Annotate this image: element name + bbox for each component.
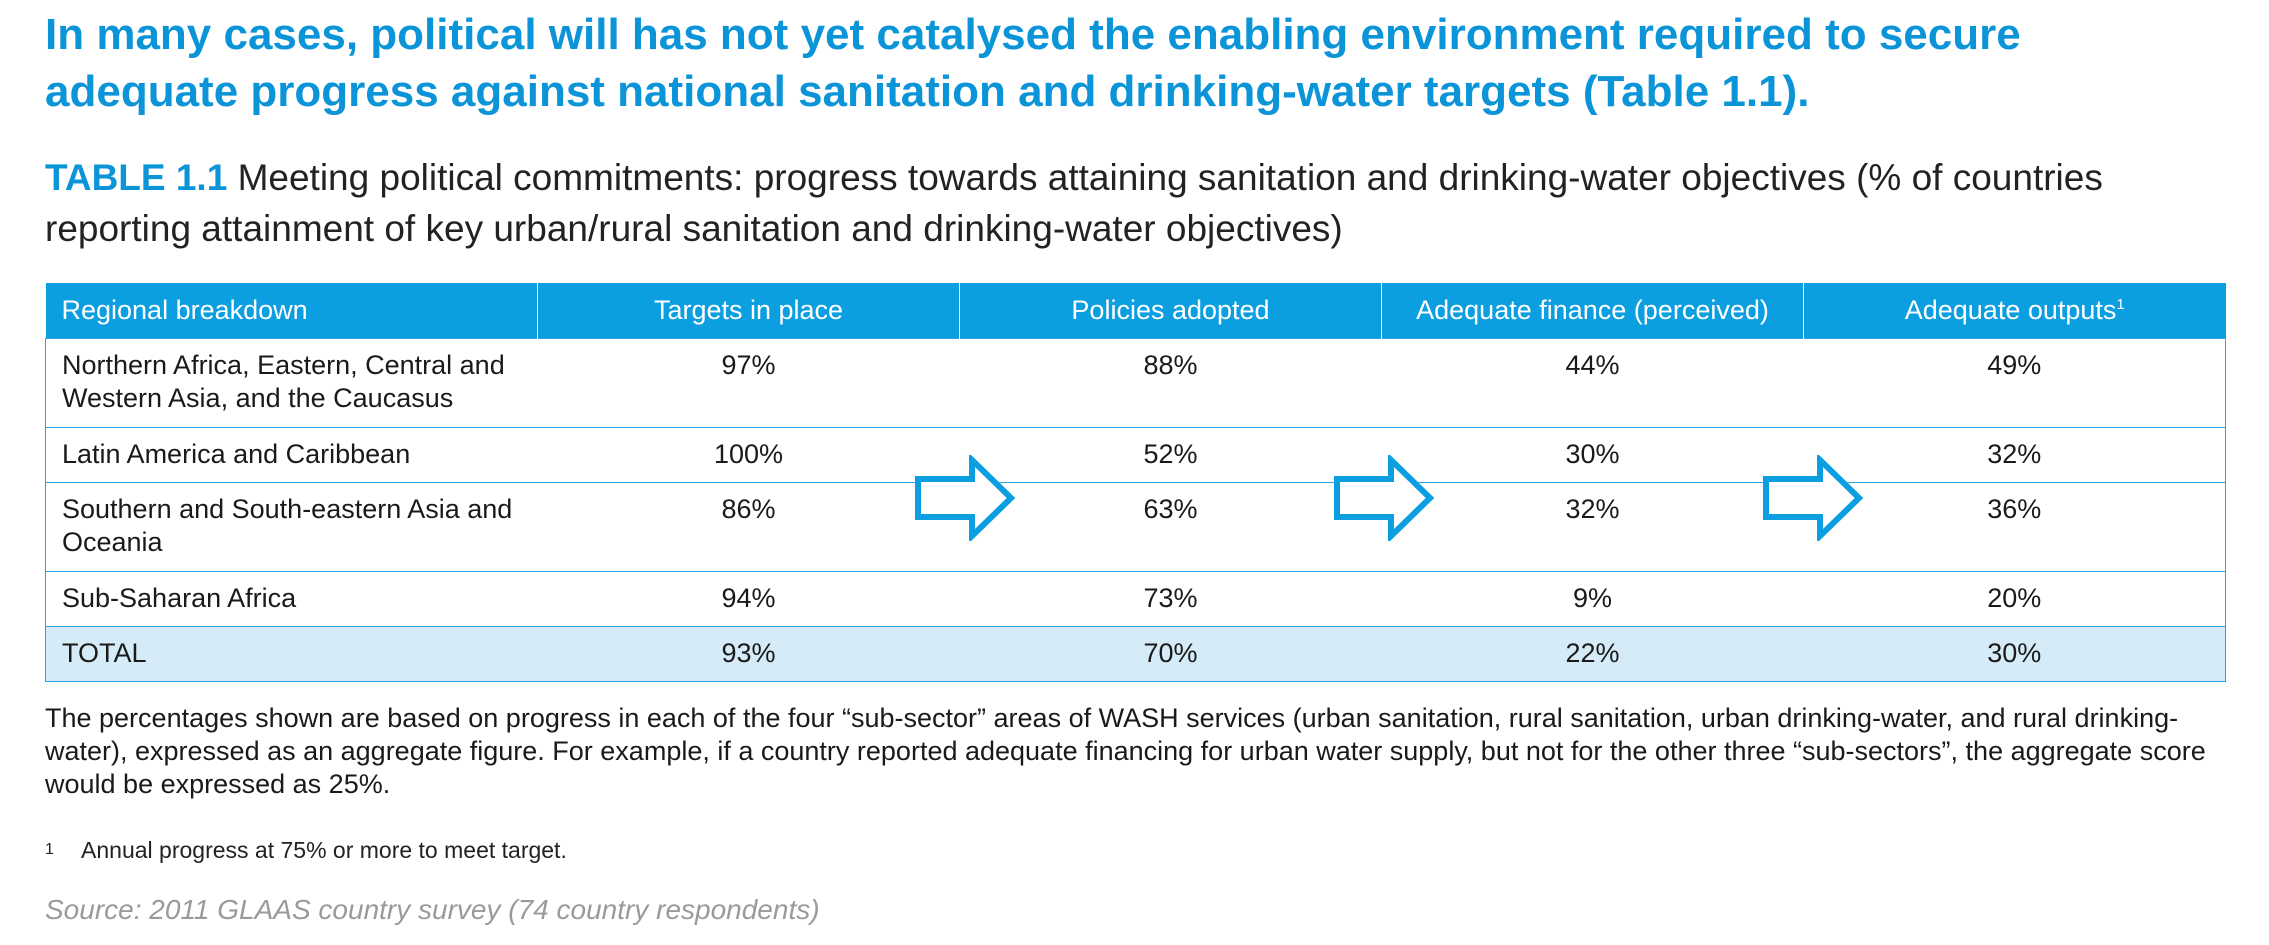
arrow-right-icon: [915, 455, 1016, 541]
table-row-total: TOTAL 93% 70% 22% 30%: [45, 625, 2226, 682]
targets-cell: 100%: [537, 426, 960, 482]
source-note: Source: 2011 GLAAS country survey (74 co…: [45, 894, 820, 925]
table-row: Northern Africa, Eastern, Central and We…: [45, 337, 2226, 427]
footnote-text: Annual progress at 75% or more to meet t…: [81, 837, 567, 863]
finance-cell: 22%: [1381, 625, 1804, 682]
policies-cell: 73%: [959, 570, 1382, 626]
progress-table: Regional breakdown Targets in place Poli…: [45, 283, 2226, 682]
header-regional-breakdown: Regional breakdown: [45, 283, 538, 338]
policies-cell: 88%: [959, 337, 1382, 427]
table-caption-text: Meeting political commitments: progress …: [45, 157, 2103, 249]
footnote-mark: 1: [45, 841, 54, 858]
table-row: Southern and South-eastern Asia and Ocea…: [45, 481, 2226, 571]
table-caption-tag: TABLE 1.1: [45, 157, 228, 198]
header-adequate-outputs-label: Adequate outputs: [1904, 294, 2117, 325]
table-row: Latin America and Caribbean 100% 52% 30%…: [45, 426, 2226, 482]
header-targets-in-place: Targets in place: [537, 283, 960, 338]
targets-cell: 86%: [537, 481, 960, 571]
header-adequate-outputs: Adequate outputs1: [1803, 283, 2226, 338]
targets-cell: 94%: [537, 570, 960, 626]
region-cell: TOTAL: [45, 625, 538, 682]
finance-cell: 44%: [1381, 337, 1804, 427]
finance-cell: 9%: [1381, 570, 1804, 626]
outputs-cell: 49%: [1803, 337, 2226, 427]
arrow-right-icon: [1334, 455, 1435, 541]
headline: In many cases, political will has not ye…: [45, 10, 2021, 116]
policies-cell: 70%: [959, 625, 1382, 682]
region-cell: Sub-Saharan Africa: [45, 570, 538, 626]
region-cell: Latin America and Caribbean: [45, 426, 538, 482]
policies-cell: 52%: [959, 426, 1382, 482]
targets-cell: 97%: [537, 337, 960, 427]
outputs-cell: 30%: [1803, 625, 2226, 682]
header-adequate-finance: Adequate finance (perceived): [1381, 283, 1804, 338]
outputs-cell: 32%: [1803, 426, 2226, 482]
table-caption: TABLE 1.1 Meeting political commitments:…: [45, 152, 2245, 254]
footnote: 1 Annual progress at 75% or more to meet…: [45, 836, 567, 864]
finance-cell: 30%: [1381, 426, 1804, 482]
targets-cell: 93%: [537, 625, 960, 682]
arrow-right-icon: [1763, 455, 1864, 541]
table-container: Regional breakdown Targets in place Poli…: [45, 283, 2226, 683]
outputs-cell: 36%: [1803, 481, 2226, 571]
region-cell: Northern Africa, Eastern, Central and We…: [45, 337, 538, 427]
header-footnote-mark: 1: [2116, 295, 2125, 313]
header-policies-adopted: Policies adopted: [959, 283, 1382, 338]
table-row: Sub-Saharan Africa 94% 73% 9% 20%: [45, 570, 2226, 626]
table-note: The percentages shown are based on progr…: [45, 703, 2206, 799]
region-cell: Southern and South-eastern Asia and Ocea…: [45, 481, 538, 571]
policies-cell: 63%: [959, 481, 1382, 571]
outputs-cell: 20%: [1803, 570, 2226, 626]
table-header-row: Regional breakdown Targets in place Poli…: [45, 283, 2226, 338]
finance-cell: 32%: [1381, 481, 1804, 571]
